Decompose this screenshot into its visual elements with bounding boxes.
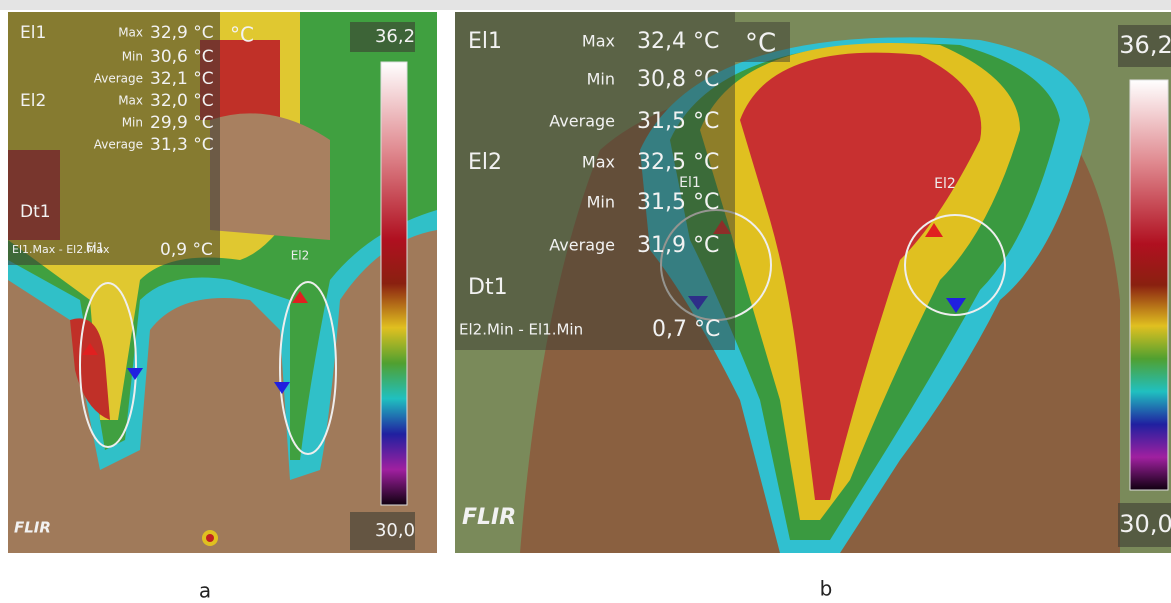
measure-value: 31,3 °C — [150, 135, 214, 155]
figure: El1 Max 32,9 °C Min 30,6 °C Average 32,1 °C El2… — [0, 0, 1171, 603]
measure-value: 31,5 °C — [637, 190, 719, 215]
scale-min: 30,0 — [375, 520, 415, 541]
panel-label: a — [199, 579, 211, 603]
thermal-image-a — [8, 12, 437, 553]
measure-value: 32,1 °C — [150, 69, 214, 89]
delta-name: Dt1 — [20, 202, 51, 222]
unit: °C — [230, 23, 254, 47]
scale-max: 36,2 — [375, 26, 415, 47]
measure-key: Max — [582, 153, 615, 172]
measure-value: 29,9 °C — [150, 113, 214, 133]
unit: °C — [745, 29, 776, 59]
measure-value: 32,5 °C — [637, 150, 719, 175]
roi-label: El2 — [934, 176, 956, 192]
measure-value: 32,4 °C — [637, 29, 719, 54]
measure-name: El2 — [468, 150, 502, 175]
measure-key: Average — [94, 72, 143, 86]
scale-min: 30,0 — [1119, 510, 1171, 538]
measure-key: Average — [549, 236, 615, 255]
measure-value: 31,5 °C — [637, 109, 719, 134]
measure-name: El1 — [20, 23, 46, 43]
measure-value: 30,8 °C — [637, 67, 719, 92]
measure-key: Average — [549, 112, 615, 131]
top-strip — [0, 0, 1171, 10]
logo: FLIR — [14, 519, 51, 537]
delta-value: 0,7 °C — [652, 317, 720, 342]
delta-value: 0,9 °C — [160, 240, 213, 260]
delta-name: Dt1 — [468, 275, 508, 300]
delta-label: El2.Min - El1.Min — [459, 321, 583, 339]
measure-key: Max — [582, 32, 615, 51]
measure-key: Min — [587, 193, 615, 212]
roi-label: El2 — [291, 249, 310, 263]
measure-key: Max — [118, 26, 143, 40]
measure-value: 32,0 °C — [150, 91, 214, 111]
measure-name: El2 — [20, 91, 46, 111]
measure-key: Average — [94, 138, 143, 152]
logo: FLIR — [462, 505, 516, 530]
measure-value: 30,6 °C — [150, 47, 214, 67]
measure-name: El1 — [468, 29, 502, 54]
roi-label: El1 — [86, 241, 105, 255]
roi-label: El1 — [679, 175, 701, 191]
panel-label: b — [820, 577, 833, 601]
measure-key: Min — [122, 50, 143, 64]
measure-key: Min — [587, 70, 615, 89]
measure-key: Max — [118, 94, 143, 108]
measure-key: Min — [122, 116, 143, 130]
measure-value: 31,9 °C — [637, 233, 719, 258]
scale-max: 36,2 — [1119, 31, 1171, 59]
thermal-image-b — [455, 12, 1171, 553]
measure-value: 32,9 °C — [150, 23, 214, 43]
